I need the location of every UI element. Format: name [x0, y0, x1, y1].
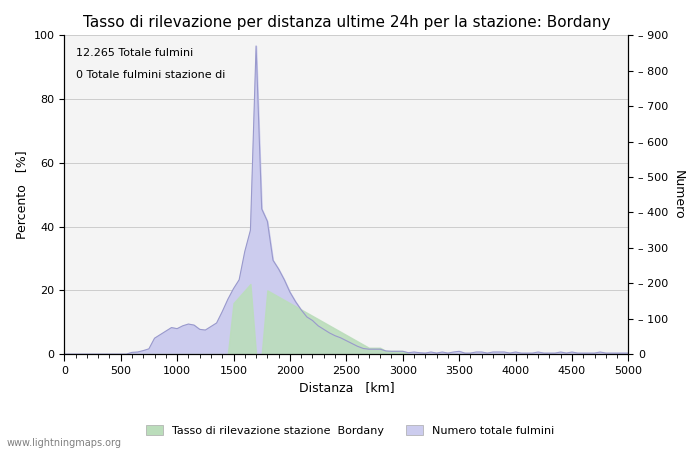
Text: 12.265 Totale fulmini: 12.265 Totale fulmini — [76, 48, 192, 58]
Y-axis label: Numero: Numero — [672, 170, 685, 220]
Text: 0 Totale fulmini stazione di: 0 Totale fulmini stazione di — [76, 70, 225, 81]
X-axis label: Distanza   [km]: Distanza [km] — [298, 382, 394, 395]
Text: www.lightningmaps.org: www.lightningmaps.org — [7, 438, 122, 448]
Legend: Tasso di rilevazione stazione  Bordany, Numero totale fulmini: Tasso di rilevazione stazione Bordany, N… — [142, 420, 558, 440]
Y-axis label: Percento   [%]: Percento [%] — [15, 150, 28, 239]
Title: Tasso di rilevazione per distanza ultime 24h per la stazione: Bordany: Tasso di rilevazione per distanza ultime… — [83, 15, 610, 30]
